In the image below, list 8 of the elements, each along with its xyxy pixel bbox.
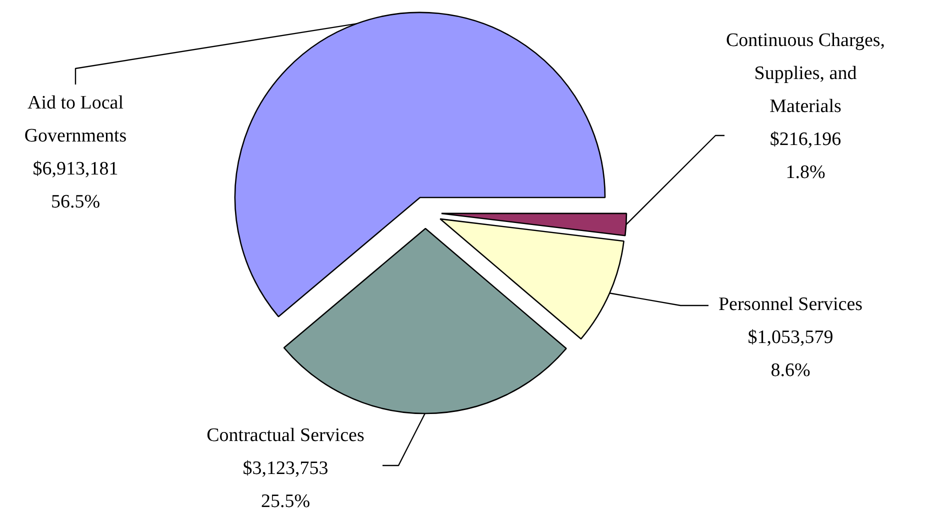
data-label: $1,053,579 8.6% — [748, 327, 834, 381]
data-label: $3,123,753 25.5% — [242, 458, 328, 508]
slice-label: Personnel Services — [718, 294, 863, 315]
data-label: $216,196 1.8% — [770, 129, 842, 183]
slice-label: Aid to Local Governments — [24, 92, 127, 146]
slice-label: Continuous Charges, Supplies, and Materials — [726, 30, 886, 117]
data-label: $6,913,181 56.5% — [32, 158, 118, 212]
slice-label: Contractual Services — [206, 425, 364, 446]
